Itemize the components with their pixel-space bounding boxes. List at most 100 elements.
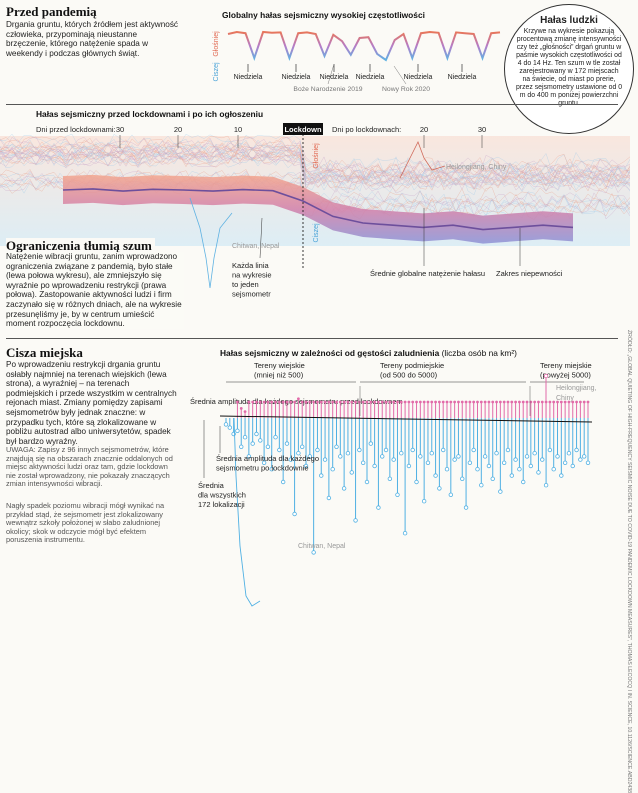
bot-point-after: [490, 476, 495, 481]
bot-point-before: [426, 400, 430, 404]
bot-point-before: [559, 400, 563, 404]
bot-point-after: [528, 463, 534, 469]
bot-point-after: [524, 454, 530, 459]
bot-point-before: [468, 400, 472, 404]
mid-seismometer-line: [0, 138, 630, 180]
bot-point-before: [415, 400, 418, 404]
bot-point-after: [444, 466, 450, 472]
source-note: ŹRÓDŁO: „GLOBAL QUIETING OF HIGH-FREQUEN…: [622, 330, 634, 793]
mid-annotation-chitwan: Chitwan, Nepal: [232, 243, 280, 250]
bot-point-before: [514, 400, 517, 404]
bot-point-after: [284, 441, 290, 446]
chart-subtitle-density: (liczba osób na km²): [441, 348, 517, 358]
bot-point-before: [365, 400, 369, 404]
bot-point-before: [285, 400, 289, 404]
bot-point-before: [373, 400, 377, 404]
section-text-city: Po wprowadzeniu restrykcji drgania grunt…: [6, 360, 177, 446]
bot-point-after: [368, 441, 373, 446]
bot-point-after: [581, 454, 587, 459]
mid-x-label-after: Dni po lockdownach:: [332, 125, 401, 134]
bot-point-after: [421, 498, 427, 504]
bot-point-after: [501, 460, 507, 465]
bot-point-after: [300, 444, 305, 449]
bot-point-before: [563, 400, 567, 404]
bot-point-before: [243, 410, 247, 413]
bot-point-before: [525, 400, 529, 404]
bot-point-before: [498, 400, 502, 404]
bot-point-after: [494, 450, 499, 456]
bot-point-before: [319, 400, 323, 404]
bot-point-before: [491, 400, 495, 404]
bot-point-before: [411, 400, 415, 404]
bot-point-after: [280, 479, 286, 485]
bot-point-after: [341, 486, 347, 491]
bot-point-before: [495, 400, 498, 404]
bot-point-before: [247, 400, 251, 404]
bot-point-after: [509, 473, 514, 478]
bot-point-before: [578, 400, 582, 404]
mid-annotation-each-line: Każda linia na wykresie to jeden sejsmometr: [232, 261, 272, 299]
info-circle-text: Krzywe na wykresie pokazują procentową z…: [515, 28, 623, 107]
mid-x-tick-before: 20: [174, 125, 182, 134]
bot-point-before: [434, 400, 437, 404]
bot-point-before: [403, 400, 407, 404]
bot-point-before: [297, 397, 300, 401]
bot-point-after: [258, 438, 263, 443]
bot-point-after: [471, 447, 476, 453]
section-title-pandemic: Przed pandemią: [6, 4, 97, 19]
section-text-quiet: Natężenie wibracji gruntu, zanim wprowad…: [6, 252, 184, 329]
mid-x-tick-after: 30: [478, 125, 486, 134]
top-annotation-line: [327, 63, 335, 85]
bot-point-after: [410, 447, 415, 453]
bot-point-after: [326, 495, 332, 501]
bot-point-after: [265, 444, 271, 449]
bot-point-before: [380, 400, 384, 404]
bot-point-after: [513, 457, 518, 462]
bot-point-before: [567, 400, 571, 404]
bot-point-after: [562, 460, 568, 465]
bot-point-before: [384, 400, 388, 404]
bot-point-after: [448, 492, 454, 497]
bot-point-after: [360, 460, 366, 465]
bot-annotation-heilongjiang-2: Chiny: [556, 395, 574, 402]
note-1: UWAGA: Zapisy z 96 innych sejsmometrów, …: [6, 445, 173, 489]
bot-point-before: [586, 400, 590, 404]
bot-point-before: [304, 400, 308, 404]
bot-point-after: [383, 447, 389, 453]
top-y-label-louder: Głośniej: [213, 31, 220, 57]
bot-point-before: [552, 400, 556, 404]
bot-point-before: [346, 400, 350, 404]
mid-lockdown-label: Lockdown: [284, 125, 322, 134]
bot-point-before: [537, 400, 540, 404]
note-2: Nagły spadek poziomu wibracji mógł wynik…: [6, 501, 165, 545]
bot-point-after: [357, 447, 362, 453]
bot-point-after: [261, 460, 267, 465]
bot-point-before: [430, 400, 434, 404]
bot-point-before: [312, 400, 316, 404]
bot-point-after: [380, 454, 385, 459]
bot-point-after: [399, 450, 404, 456]
bot-point-after: [452, 457, 457, 462]
bot-point-after: [540, 457, 545, 462]
top-y-label-quieter: Ciszej: [213, 62, 220, 82]
bot-point-before: [323, 400, 327, 404]
bot-point-after: [273, 434, 278, 440]
bot-annotation-chitwan: Chitwan, Nepal: [298, 543, 346, 550]
chart-global-noise: Głośniej Ciszej Niedziela Niedziela Niedziel…: [213, 31, 501, 93]
mid-annotation-uncertainty: Zakres niepewności: [496, 269, 563, 278]
mid-x-tick-before: 30: [116, 125, 124, 134]
mid-seismometer-line: [0, 135, 630, 175]
mid-x-tick-after: 20: [420, 125, 428, 134]
bot-point-before: [392, 400, 396, 404]
bot-point-before: [453, 400, 457, 404]
bot-point-after: [349, 470, 354, 475]
bot-point-before: [277, 400, 281, 404]
bot-point-after: [414, 479, 419, 485]
bot-point-after: [223, 422, 229, 427]
mid-seismometer-line: [0, 145, 630, 186]
bot-point-after: [532, 450, 537, 456]
bot-point-before: [377, 400, 380, 404]
bot-point-after: [322, 457, 328, 462]
bot-point-before: [460, 400, 464, 404]
bot-point-before: [270, 400, 274, 404]
